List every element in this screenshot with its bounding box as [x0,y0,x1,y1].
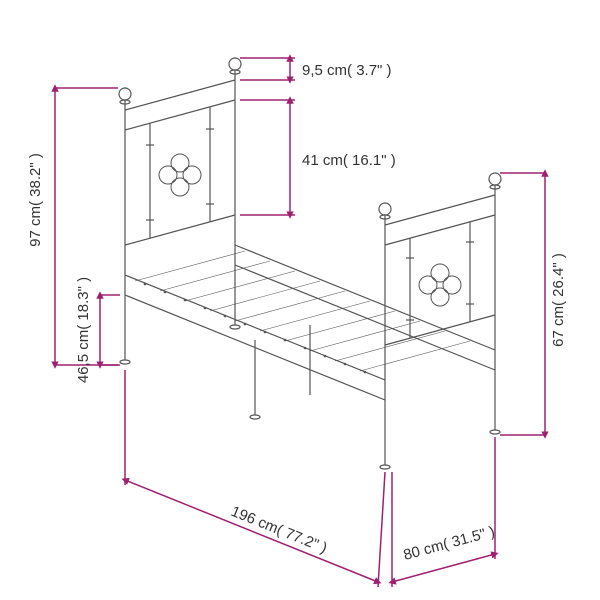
svg-text:67 cm( 26.4" ): 67 cm( 26.4" ) [550,253,567,347]
dim-width-in: 31.5" [450,526,488,551]
dim-height-under-in: 18.3" [75,286,92,321]
dim-width-cm: 80 cm [402,537,446,564]
dim-finial-cm: 9,5 cm [302,62,347,79]
svg-text:196 cm( 77.2" ): 196 cm( 77.2" ) [229,503,330,557]
svg-text:41 cm( 16.1" ): 41 cm( 16.1" ) [302,152,396,169]
svg-text:97 cm( 38.2" ): 97 cm( 38.2" ) [27,153,44,247]
dim-headboard-cm: 41 cm [302,152,343,169]
dim-footboard-cm: 67 cm [550,306,567,347]
dim-length-in: 77.2" [283,525,321,554]
dim-height-under-cm: 46,5 cm [75,330,92,383]
dim-finial-in: 3.7" [356,62,382,79]
dimension-labels: 97 cm( 38.2" ) 46,5 cm( 18.3" ) 9,5 cm( … [27,62,567,564]
dim-headboard-in: 16.1" [352,152,387,169]
svg-text:46,5 cm( 18.3" ): 46,5 cm( 18.3" ) [75,277,92,383]
dim-height-total-cm: 97 cm [27,206,44,247]
svg-text:9,5 cm( 3.7" ): 9,5 cm( 3.7" ) [302,62,392,79]
bed-dimension-diagram: 97 cm( 38.2" ) 46,5 cm( 18.3" ) 9,5 cm( … [0,0,600,600]
dim-footboard-in: 26.4" [550,262,567,297]
dimension-lines [55,58,545,587]
bed-illustration [119,58,501,469]
dim-height-total-in: 38.2" [27,162,44,197]
